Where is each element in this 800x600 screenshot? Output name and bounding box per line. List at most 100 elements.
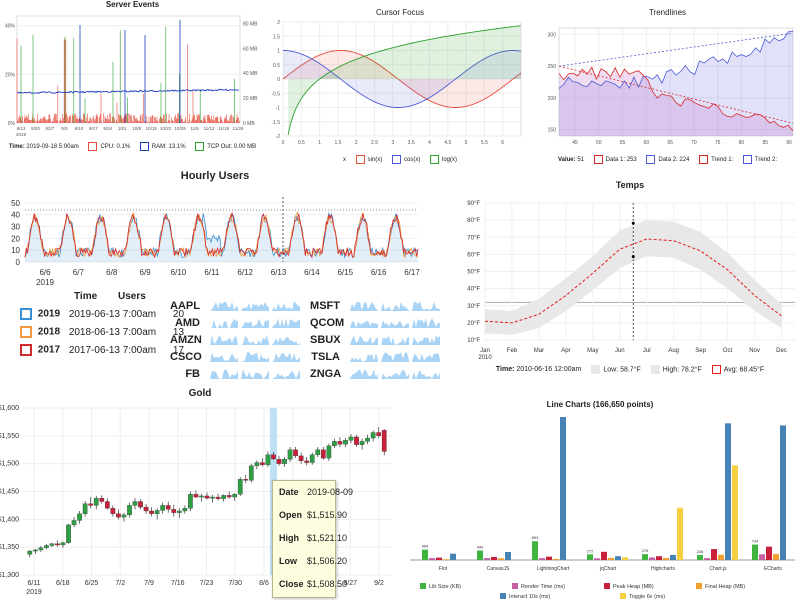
- candle-body: [138, 501, 143, 508]
- bar-value-label: 734: [752, 539, 759, 544]
- row-swatch: [20, 344, 32, 356]
- sparkline: [350, 335, 378, 345]
- spark-label-amd: AMD: [174, 317, 200, 329]
- x-tick-label: 7/23: [200, 580, 214, 587]
- y-tick-label: 70°F: [467, 235, 480, 241]
- row-users: 20: [172, 308, 185, 320]
- x-tick-label: 8/27: [343, 580, 357, 587]
- candle-body: [359, 441, 365, 445]
- x-tick-label: 6/11: [204, 268, 220, 277]
- y2-tick-label: 20 MB: [243, 96, 258, 102]
- x-tick-label: 2: [355, 140, 358, 146]
- line-charts-bar-chart[interactable]: 494 Flot 449 CanvasJS 893 LightningChart 272 jq…: [400, 400, 800, 600]
- cursor-point-low: [631, 255, 635, 259]
- hourly-users-table: Time Users 2019 2019-06-13 7:00am 20 201…: [0, 291, 190, 371]
- candle-body: [309, 454, 315, 463]
- server-events-legend: Time: 2019-09-18 5:00am CPU: 0.1% RAM: 1…: [0, 142, 265, 151]
- candle-body: [38, 547, 44, 551]
- table-row[interactable]: 2017 2017-06-13 7:00am 17: [20, 344, 184, 356]
- candle-body: [365, 437, 370, 442]
- legend-log-swatch: [430, 155, 439, 164]
- series-log-line: [287, 25, 521, 136]
- bar: [704, 558, 710, 560]
- candle-body: [298, 455, 304, 462]
- cursor-focus-chart[interactable]: -2 -1.5 -1 -0.5 0 0.5 1 1.5 2 0 0.5 1 1.5 2 2.5 3 3.5 4 4.…: [265, 0, 535, 150]
- y2-tick-label: 80 MB: [243, 21, 258, 27]
- sparkline: [210, 301, 238, 311]
- x-tick-label: 55: [620, 140, 626, 146]
- gold-chart[interactable]: $1,300 $1,350 $1,400 $1,450 $1,500 $1,550 $1,6…: [0, 385, 400, 600]
- y-tick-label: 300: [548, 32, 557, 38]
- row-swatch: [20, 308, 32, 320]
- table-row[interactable]: 2019 2019-06-13 7:00am 20: [20, 308, 184, 320]
- sparkline: [381, 301, 409, 311]
- y-tick-label: 1: [277, 49, 280, 55]
- bar: [553, 558, 559, 560]
- row-users: 17: [172, 344, 185, 356]
- legend-trend2[interactable]: Trend 2:: [742, 155, 777, 164]
- temps-chart[interactable]: 10°F 20°F 30°F 40°F 50°F 60°F 70°F 80°F 90°F Jan F…: [460, 175, 800, 370]
- x-tick-label: 75: [715, 140, 721, 146]
- candle-body: [165, 505, 171, 510]
- candle-body: [110, 508, 116, 514]
- hourly-users-chart[interactable]: 0 10 20 30 40 50 6/6 6/7 6/8 6/9 6/10 6/11 6/12 6/13 6…: [0, 165, 430, 295]
- legend-ram[interactable]: RAM: 13.1%: [139, 142, 186, 151]
- legend-cos[interactable]: cos(x): [391, 155, 420, 164]
- sparkline: [381, 369, 409, 379]
- trendlines-chart[interactable]: 150 200 250 300 45 50 55 60 65 70 75 80 85 90: [535, 0, 800, 150]
- table-row[interactable]: 2018 2018-06-13 7:00am 13: [20, 326, 184, 338]
- legend-trend1[interactable]: Trend 1:: [699, 155, 733, 164]
- legend-data2[interactable]: Data 2: 224: [646, 155, 689, 164]
- legend-label: Render Time (ms): [521, 584, 565, 590]
- legend-label: Lib Size (KB): [429, 584, 461, 590]
- high-low-band: [485, 220, 782, 335]
- legend-sin[interactable]: sin(x): [355, 155, 382, 164]
- x-tick-label: 6/16: [371, 268, 387, 277]
- legend-x: x: [342, 157, 346, 164]
- sparkline: [210, 369, 238, 379]
- gold-tooltip: Date 2019-08-09 Open $1,515.90 High $1,521.…: [272, 480, 353, 598]
- candle-body: [44, 545, 49, 548]
- candle-body: [32, 549, 38, 552]
- x-tick-label: 10/15: [146, 126, 158, 131]
- bar: [663, 557, 669, 560]
- spark-label-msft: MSFT: [310, 300, 340, 312]
- candle-body: [276, 459, 282, 464]
- x-tick-label: 80: [739, 140, 745, 146]
- table-header-time: Time: [74, 291, 98, 302]
- y-tick-label: -0.5: [271, 91, 280, 97]
- x-tick-label: 8/20: [31, 126, 40, 131]
- x-tick-label: Jul: [643, 348, 651, 354]
- x-tick-label: 6/15: [337, 268, 353, 277]
- legend-log[interactable]: log(x): [430, 155, 457, 164]
- legend-swatch: [500, 593, 506, 599]
- candle-body: [88, 503, 94, 506]
- legend-avg[interactable]: Avg: 68.45°F: [711, 365, 764, 374]
- legend-high[interactable]: High: 78.2°F: [650, 365, 702, 374]
- server-events-chart[interactable]: 0% 20% 40% 0 MB 20 MB 40 MB 60 MB 80 MB 8/13 8/20…: [0, 0, 265, 150]
- candle-body: [193, 494, 199, 498]
- legend-low[interactable]: Low: 58.7°F: [591, 365, 641, 374]
- x-tick-label: 10/29: [175, 126, 187, 131]
- y-tick-label: $1,500: [0, 461, 19, 468]
- spark-label-sbux: SBUX: [310, 334, 341, 346]
- legend-cpu[interactable]: CPU: 0.1%: [88, 142, 130, 151]
- server-events-panel: Server Events 0% 20% 40% 0 MB 20 MB 40 MB 60 M…: [0, 0, 265, 160]
- spark-label-znga: ZNGA: [310, 368, 342, 380]
- legend-tcp[interactable]: TCP Out: 0.00 MB: [195, 142, 256, 151]
- gold-title: Gold: [188, 388, 212, 399]
- x-tick-label: 9/2: [374, 580, 384, 587]
- bar: [677, 507, 683, 560]
- bar: [608, 557, 614, 560]
- y-tick-label: $1,600: [0, 405, 19, 412]
- legend-data1[interactable]: Data 1: 253: [593, 155, 637, 164]
- candle-body: [82, 503, 88, 514]
- line-charts-title: Line Charts (166,650 points): [546, 400, 654, 409]
- table-header: Time: [74, 291, 97, 302]
- legend-avg-swatch: [711, 365, 721, 374]
- candle-body: [243, 479, 249, 481]
- sparkline: [272, 318, 300, 328]
- bar: [622, 557, 628, 560]
- x-tick-label: Apr: [561, 348, 570, 354]
- legend-low-swatch: [591, 365, 601, 374]
